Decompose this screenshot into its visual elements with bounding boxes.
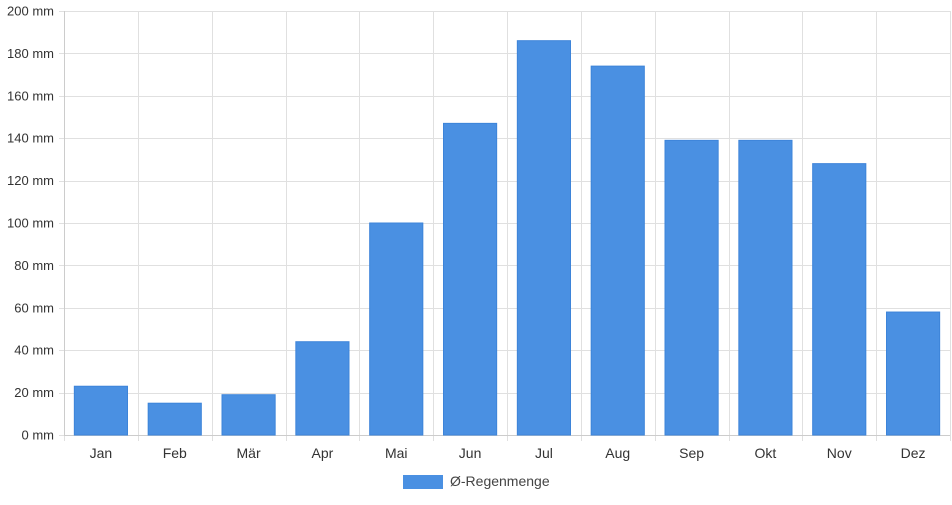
x-tick-label: Apr [312,445,334,461]
x-tick-label: Jul [535,445,553,461]
bar-jan[interactable] [73,385,128,436]
y-tick-label: 60 mm [14,300,54,315]
y-tick-label: 100 mm [7,216,54,231]
x-axis-tick-labels: Jan Feb Mär Apr Mai Jun Jul Aug Sep Okt Nov Dez [90,445,926,461]
x-tick-label: Aug [605,445,630,461]
x-tick-label: Mär [237,445,261,461]
y-tick-label: 180 mm [7,46,54,61]
bar-feb[interactable] [147,402,202,436]
bar-jun[interactable] [443,122,498,436]
bar-mär[interactable] [221,394,276,436]
legend-label[interactable]: Ø-Regenmenge [450,473,550,489]
bar-mai[interactable] [369,222,424,436]
y-tick-label: 120 mm [7,173,54,188]
legend[interactable]: Ø-Regenmenge [403,473,550,489]
legend-swatch[interactable] [403,475,443,489]
y-tick-label: 80 mm [14,258,54,273]
bar-aug[interactable] [590,65,645,436]
bar-sep[interactable] [664,139,719,436]
y-tick-label: 160 mm [7,88,54,103]
x-tick-label: Mai [385,445,408,461]
x-tick-label: Dez [901,445,926,461]
x-tick-label: Jan [90,445,113,461]
x-tick-label: Okt [755,445,777,461]
axes [64,11,950,436]
bar-jul[interactable] [516,40,571,436]
bar-dez[interactable] [886,311,941,436]
x-tick-label: Sep [679,445,704,461]
x-tick-label: Nov [827,445,852,461]
y-tick-label: 200 mm [7,4,54,19]
y-axis-tick-labels: 0 mm 20 mm 40 mm 60 mm 80 mm 100 mm 120 mm 140 … [7,4,54,443]
bar-nov[interactable] [812,163,867,436]
bar-okt[interactable] [738,139,793,436]
bars [73,40,941,436]
y-tick-label: 0 mm [22,428,55,443]
y-tick-label: 20 mm [14,385,54,400]
y-tick-label: 40 mm [14,343,54,358]
y-tick-label: 140 mm [7,131,54,146]
bar-apr[interactable] [295,341,350,436]
x-tick-label: Feb [163,445,187,461]
x-tick-label: Jun [459,445,482,461]
